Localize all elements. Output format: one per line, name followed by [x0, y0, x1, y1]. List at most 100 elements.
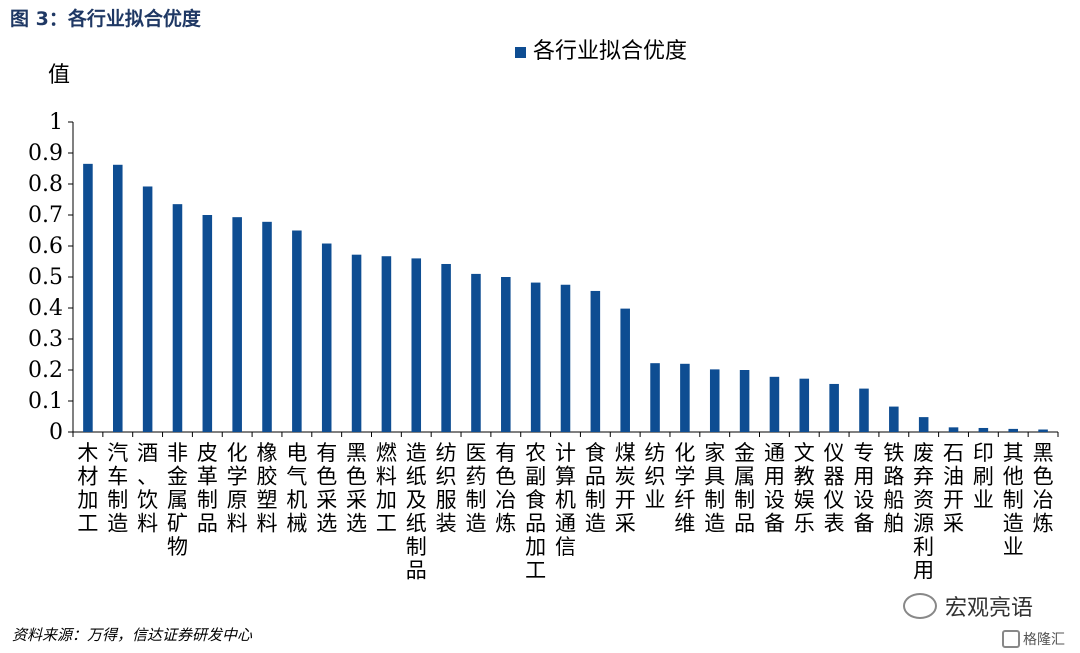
category-label-char: 矿: [167, 512, 188, 536]
category-label-char: 原: [227, 488, 248, 512]
bar: [1008, 428, 1019, 432]
category-label: 皮革制品: [197, 441, 218, 536]
category-label-char: 车: [107, 465, 128, 489]
y-tick-label: 0.4: [28, 296, 63, 321]
bar: [381, 256, 392, 432]
category-label-char: 胶: [257, 465, 278, 489]
category-label-char: 备: [764, 512, 785, 536]
category-label-char: 制: [107, 488, 128, 512]
bar: [799, 378, 810, 432]
category-label-char: 利: [913, 535, 934, 559]
bar: [83, 163, 93, 432]
category-label-char: 开: [615, 488, 636, 512]
bar: [471, 273, 481, 432]
category-label: 橡胶塑料: [257, 441, 278, 536]
category-label-char: 属: [734, 465, 755, 489]
category-label-char: 资: [913, 488, 934, 512]
category-label-char: 娱: [794, 488, 815, 512]
bar: [978, 427, 989, 432]
figure-title: 图 3：各行业拟合优度: [10, 8, 201, 30]
category-label: 黑色冶炼: [1033, 441, 1054, 536]
category-label-char: 通: [764, 441, 785, 465]
category-label-char: 药: [465, 465, 486, 489]
category-label-char: 石: [943, 441, 964, 465]
category-label-char: 工: [376, 512, 397, 536]
watermark-gelonghui: 格隆汇: [1002, 629, 1065, 649]
category-label-char: 黑: [1033, 441, 1054, 465]
category-label-char: 橡: [257, 441, 278, 465]
category-label-char: 信: [555, 535, 576, 559]
category-label: 石油开采: [943, 441, 964, 536]
category-label-char: 用: [913, 559, 934, 583]
category-label-char: 品: [585, 465, 606, 489]
category-label-char: 装: [436, 512, 457, 536]
bar: [889, 406, 899, 432]
category-label-char: 制: [704, 488, 725, 512]
category-label-char: 及: [406, 488, 427, 512]
category-label-char: 材: [77, 465, 98, 489]
category-label-char: 加: [525, 535, 546, 559]
category-label-char: 燃: [376, 441, 397, 465]
category-label-char: 制: [1003, 488, 1024, 512]
watermark-main-text: 宏观亮语: [945, 596, 1034, 621]
bar: [948, 427, 959, 432]
category-label-char: 仪: [824, 488, 845, 512]
category-label-char: 学: [227, 465, 248, 489]
y-tick-label: 0.2: [28, 358, 63, 383]
category-label-char: 造: [107, 512, 128, 536]
category-label-char: 金: [734, 441, 755, 465]
category-label-char: 炼: [495, 512, 516, 536]
bar: [680, 363, 690, 432]
bar: [620, 308, 630, 432]
category-label-char: 食: [525, 488, 546, 512]
category-label-char: 非: [167, 441, 188, 465]
bar: [501, 277, 511, 432]
watermark-wechat: 宏观亮语: [903, 590, 1033, 622]
category-label-char: 有: [316, 441, 337, 465]
category-label-char: 服: [436, 488, 457, 512]
category-label: 纺织业: [645, 441, 666, 512]
category-label-char: 制: [465, 488, 486, 512]
y-tick-label: 0.5: [28, 265, 63, 290]
category-label-char: 炭: [615, 465, 636, 489]
bar: [560, 284, 571, 432]
category-label-char: 品: [406, 559, 427, 583]
category-label-char: 皮: [197, 441, 218, 465]
category-label-char: 维: [674, 512, 695, 536]
category-label-char: 用: [853, 465, 874, 489]
category-label-char: 其: [1003, 441, 1024, 465]
category-label-char: 织: [436, 465, 457, 489]
category-label-char: 料: [257, 512, 278, 536]
category-label-char: 业: [1003, 535, 1024, 559]
category-label-char: 塑: [257, 488, 278, 512]
category-label-char: 印: [973, 441, 994, 465]
category-label-char: 色: [316, 465, 337, 489]
category-label-char: 选: [346, 512, 367, 536]
y-tick-label: 1: [49, 110, 63, 135]
category-label: 纺织服装: [436, 441, 457, 536]
category-label-char: 算: [555, 465, 576, 489]
category-label-char: 制: [585, 488, 606, 512]
bar: [769, 376, 780, 432]
category-label: 酒、饮料: [137, 441, 158, 536]
category-label-char: 开: [943, 488, 964, 512]
bar: [321, 243, 332, 432]
category-label-char: 机: [555, 488, 576, 512]
category-label-char: 制: [406, 535, 427, 559]
category-label-char: 制: [197, 488, 218, 512]
category-label-char: 铁: [883, 441, 904, 465]
category-label-char: 计: [555, 441, 576, 465]
bar: [172, 204, 183, 432]
y-tick-label: 0: [49, 420, 63, 445]
category-label-char: 、: [137, 465, 158, 489]
category-label-char: 器: [824, 465, 845, 489]
category-label-char: 属: [167, 488, 188, 512]
category-label: 废弃资源利用: [913, 441, 934, 583]
category-label: 燃料加工: [376, 441, 397, 536]
category-label-char: 品: [197, 512, 218, 536]
category-label-char: 黑: [346, 441, 367, 465]
category-label: 文教娱乐: [794, 441, 815, 536]
category-label-char: 教: [794, 465, 815, 489]
category-label-char: 纤: [674, 488, 695, 512]
